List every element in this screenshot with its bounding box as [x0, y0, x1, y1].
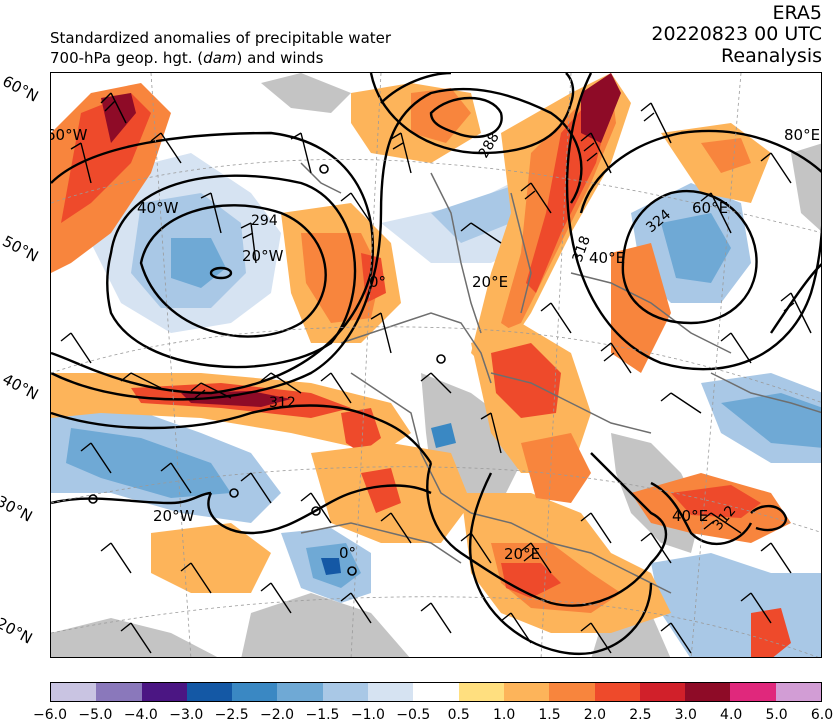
colorbar-tick-label: −1.5 [305, 707, 340, 723]
colorbar-swatch [639, 683, 686, 701]
colorbar [50, 682, 822, 702]
lon-label-40w: 40°W [137, 199, 179, 217]
colorbar-tick-label: 2.0 [583, 707, 607, 723]
colorbar-tick-label: 1.0 [492, 707, 516, 723]
colorbar-tick-label: −2.0 [260, 707, 295, 723]
colorbar-swatch [549, 683, 595, 701]
lon-label-20e: 20°E [472, 273, 508, 291]
colorbar-swatch [96, 683, 142, 701]
lon-label-80e: 80°E [784, 126, 820, 144]
anomaly-map: 60°W 40°W 20°W 0° 20°E 60°E 80°E 40°E 20… [50, 72, 822, 658]
colorbar-tick-label: −4.0 [123, 707, 158, 723]
colorbar-tick-labels: −6.0 −5.0 −4.0 −3.0 −2.5 −2.0 −1.5 −1.0 −0.5 0.5 1… [33, 707, 833, 723]
lat-label-40n: 40°N [0, 370, 42, 404]
colorbar-swatch [775, 683, 822, 701]
map-title-line2: 700-hPa geop. hgt. (dam) and winds [50, 49, 324, 67]
lat-label-30n: 30°N [0, 492, 36, 526]
lon-label-0-south: 0° [339, 544, 356, 562]
colorbar-swatch [322, 683, 369, 701]
colorbar-swatch [503, 683, 550, 701]
colorbar-swatch [413, 683, 459, 701]
lat-label-20n: 20°N [0, 614, 36, 648]
colorbar-swatch [685, 683, 731, 701]
contour-label-294: 294 [251, 213, 278, 229]
colorbar-tick-label: −5.0 [78, 707, 113, 723]
negative-anomaly-areas [51, 153, 821, 657]
colorbar-swatch [458, 683, 504, 701]
lat-label-50n: 50°N [0, 232, 42, 266]
colorbar-swatch [594, 683, 640, 701]
lon-label-0: 0° [369, 273, 386, 291]
colorbar-tick-label: 0.5 [447, 707, 470, 723]
colorbar-swatch [51, 683, 97, 701]
colorbar-swatch [730, 683, 776, 701]
lat-lon-grid [51, 73, 821, 657]
lon-label-20w: 20°W [242, 247, 284, 265]
colorbar-tick-label: 6.0 [810, 707, 834, 723]
colorbar-tick-label: −1.0 [350, 707, 385, 723]
colorbar-tick-label: −0.5 [396, 707, 431, 723]
contour-label-312: 312 [269, 395, 296, 411]
country-borders [300, 162, 821, 594]
map-canvas: 60°W 40°W 20°W 0° 20°E 60°E 80°E 40°E 20… [51, 73, 821, 657]
colorbar-swatch [141, 683, 187, 701]
map-title-line1: Standardized anomalies of precipitable w… [50, 29, 392, 47]
source-label: ERA5 [772, 2, 822, 24]
datetime-label: 20220823 00 UTC [651, 23, 822, 45]
colorbar-swatch [368, 683, 414, 701]
graticule-labels: 60°W 40°W 20°W 0° 20°E 60°E 80°E 40°E 20… [51, 126, 820, 563]
colorbar-tick-label: 4.0 [720, 707, 743, 723]
colorbar-swatch [277, 683, 323, 701]
colorbar-swatch [186, 683, 233, 701]
product-label: Reanalysis [721, 45, 822, 67]
lon-label-40e-south: 40°E [672, 507, 708, 525]
lon-label-20e-south: 20°E [504, 545, 540, 563]
colorbar-swatch [232, 683, 278, 701]
colorbar-tick-label: −3.0 [169, 707, 204, 723]
lon-label-60e: 60°E [692, 199, 728, 217]
station-markers [88, 164, 446, 576]
colorbar-tick-label: 1.5 [538, 707, 561, 723]
lon-label-20w-south: 20°W [153, 507, 195, 525]
wind-barbs [60, 92, 812, 654]
lat-label-60n: 60°N [0, 72, 42, 106]
lon-label-60w: 60°W [51, 126, 88, 144]
lon-label-40e: 40°E [589, 249, 625, 267]
colorbar-tick-label: 2.5 [629, 707, 652, 723]
colorbar-tick-label: 3.0 [674, 707, 697, 723]
colorbar-tick-label: −6.0 [33, 707, 67, 723]
colorbar-tick-label: −2.5 [214, 707, 249, 723]
colorbar-tick-label: 5.0 [765, 707, 788, 723]
